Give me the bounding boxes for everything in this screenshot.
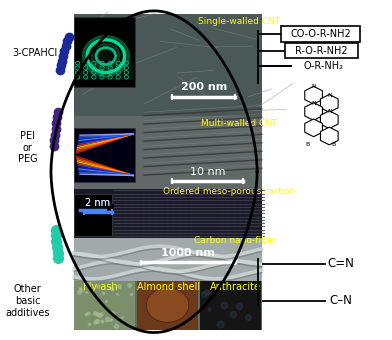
Bar [74, 194, 112, 236]
Bar [74, 189, 262, 238]
Text: B: B [332, 142, 336, 147]
Text: C–N: C–N [330, 294, 352, 307]
Text: Multi-walled CNT: Multi-walled CNT [201, 119, 277, 128]
Bar [74, 128, 135, 182]
Bar [200, 280, 261, 330]
Text: 2 nm: 2 nm [85, 198, 111, 208]
Bar [74, 116, 262, 189]
Text: N: N [327, 109, 332, 114]
FancyBboxPatch shape [281, 26, 360, 42]
Text: Carbon nano-fiber: Carbon nano-fiber [194, 236, 276, 245]
Bar [77, 204, 114, 214]
Bar [74, 238, 262, 280]
Text: Almond shell: Almond shell [137, 282, 200, 292]
Text: CO-O-R-NH2: CO-O-R-NH2 [290, 29, 351, 39]
Bar [74, 280, 135, 330]
Text: 200 nm: 200 nm [181, 82, 227, 92]
Text: Ordered meso-porous carbon: Ordered meso-porous carbon [163, 187, 296, 196]
Bar [74, 17, 135, 87]
Text: C=N: C=N [328, 257, 354, 270]
Text: Single-walled CNT: Single-walled CNT [198, 17, 280, 26]
Bar [74, 14, 262, 116]
Text: Fly ash: Fly ash [83, 282, 117, 292]
Text: 10 nm: 10 nm [190, 167, 225, 177]
Ellipse shape [146, 288, 189, 322]
Text: 1000 nm: 1000 nm [161, 248, 215, 258]
Text: O-R-NH₂: O-R-NH₂ [303, 61, 343, 71]
Text: PEI
or
PEG: PEI or PEG [18, 131, 37, 165]
Bar [137, 280, 198, 330]
Bar [75, 61, 134, 80]
Text: N: N [327, 93, 332, 98]
Text: 2 nm: 2 nm [85, 198, 111, 208]
Text: B: B [306, 142, 310, 147]
Text: R-O-R-NH2: R-O-R-NH2 [295, 46, 348, 56]
Text: Other
basic
additives: Other basic additives [5, 284, 50, 318]
FancyBboxPatch shape [285, 43, 358, 58]
Bar [74, 14, 262, 330]
Text: 3-CPAHCl: 3-CPAHCl [13, 48, 58, 58]
Text: N: N [311, 84, 316, 89]
Circle shape [97, 49, 114, 64]
Text: Anthracite: Anthracite [210, 282, 261, 292]
Text: N: N [311, 101, 316, 106]
